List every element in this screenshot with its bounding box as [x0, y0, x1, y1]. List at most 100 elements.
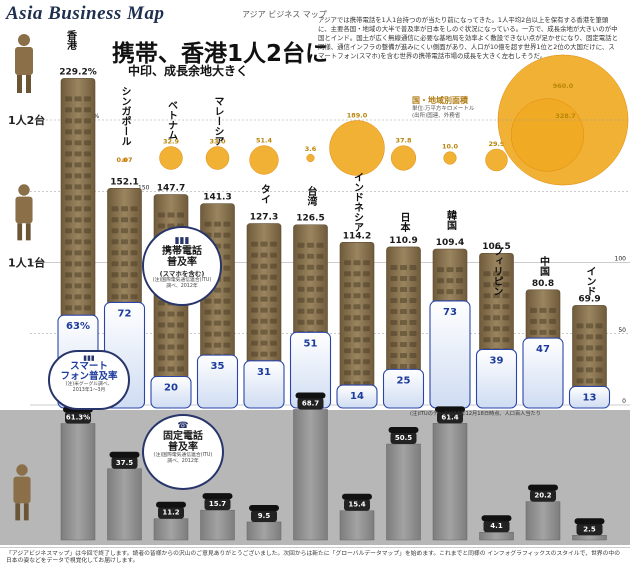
smartphone-value-label: 47 — [536, 344, 550, 355]
keypad-key — [493, 271, 500, 277]
keypad-key — [111, 261, 119, 267]
fixed-value-label: 4.1 — [490, 522, 503, 530]
smartphone-bars: 63% 72 20 35 31 51 14 25 73 39 47 13 — [57, 300, 611, 409]
keypad-key — [549, 318, 556, 324]
keypad-key — [84, 239, 91, 245]
signal-icon: ▮▮▮ — [174, 236, 190, 246]
smartphone-bar — [150, 375, 192, 409]
keypad-key — [409, 297, 417, 303]
keypad-key — [223, 221, 231, 227]
mobile-bar — [339, 241, 375, 406]
keypad-key — [177, 322, 184, 328]
keypad-key — [84, 140, 91, 146]
keypad-key — [493, 293, 500, 299]
keypad-key — [74, 162, 82, 168]
keypad-key — [316, 319, 324, 325]
country-label: 台湾 — [305, 185, 317, 207]
keypad-key — [297, 297, 305, 303]
keypad-key — [158, 355, 165, 361]
page-title: 携帯、香港1人2台に — [112, 41, 329, 67]
mobile-value-label: 109.4 — [436, 238, 464, 248]
smartphone-bar — [243, 360, 285, 409]
landline-handset — [202, 493, 233, 500]
keypad-key — [353, 348, 361, 354]
keypad-key — [316, 264, 324, 270]
brand-logo: Asia Business Map — [6, 3, 165, 24]
keypad-key — [576, 367, 584, 373]
keypad-key — [297, 253, 305, 259]
keypad-key — [353, 370, 361, 376]
keypad-key — [363, 304, 370, 310]
keypad-key — [353, 315, 361, 321]
keypad-key — [400, 308, 407, 314]
keypad-key — [130, 261, 138, 267]
keypad-key — [130, 283, 138, 289]
footer-note: 「アジアビジネスマップ」は今回で終了します。読者の皆様からの沢山のご意見ありがと… — [0, 547, 630, 566]
keypad-key — [586, 323, 593, 329]
keypad-key — [493, 315, 500, 321]
keypad-key — [586, 334, 593, 340]
country-label: 中国 — [538, 255, 550, 277]
keypad-key — [353, 260, 361, 266]
area-bubble — [485, 148, 508, 172]
keypad-key — [167, 311, 175, 317]
keypad-key — [363, 282, 370, 288]
area-legend-title: 国・地域別面積 — [412, 96, 468, 105]
keypad-key — [65, 305, 72, 311]
keypad-key — [260, 351, 268, 357]
smartphone-legend-note: (注)米グーグル調べ、 2013年1〜3月 — [65, 382, 113, 393]
area-bubble — [390, 145, 417, 171]
fixed-bar — [107, 468, 142, 541]
keypad-key — [400, 319, 407, 325]
keypad-key — [539, 329, 547, 335]
keypad-key — [260, 252, 268, 258]
country-label: マレーシア — [212, 96, 224, 146]
keypad-key — [84, 129, 91, 135]
keypad-key — [260, 329, 268, 335]
keypad-key — [74, 129, 82, 135]
fixed-bar — [339, 510, 375, 541]
area-bubble — [306, 153, 315, 163]
fixed-bar — [246, 521, 282, 541]
keypad-key — [251, 241, 258, 247]
mobile-bar-body — [339, 241, 375, 406]
keypad-key — [483, 304, 491, 310]
keypad-key — [121, 283, 128, 289]
keypad-key — [167, 333, 175, 339]
fixed-value-label: 15.4 — [348, 501, 365, 509]
keypad-key — [167, 344, 175, 350]
keypad-key — [409, 352, 417, 358]
keypad-key — [65, 217, 72, 223]
keypad-key — [390, 319, 398, 325]
keypad-key — [390, 275, 398, 281]
keypad-key — [493, 337, 500, 343]
keypad-key — [130, 206, 138, 212]
keypad-key — [576, 356, 584, 362]
landline-handset — [388, 427, 419, 434]
person-body — [15, 47, 33, 75]
keypad-key — [223, 342, 231, 348]
keypad-key — [437, 278, 444, 284]
keypad-key — [167, 322, 175, 328]
keypad-key — [130, 294, 138, 300]
keypad-key — [111, 217, 119, 223]
keypad-key — [400, 352, 407, 358]
keypad-key — [363, 326, 370, 332]
keypad-key — [363, 359, 370, 365]
keypad-key — [344, 304, 351, 310]
keypad-key — [65, 107, 72, 113]
landline-phone-icon — [111, 456, 138, 469]
person-leg — [17, 75, 22, 93]
source-note: (注)ITUのデータは13年12月18日時点、人口百人当たり — [410, 411, 541, 417]
area-value-label: 33.0 — [209, 138, 226, 146]
keypad-key — [363, 293, 370, 299]
keypad-key — [400, 341, 407, 347]
keypad-key — [483, 326, 491, 332]
keypad-key — [74, 151, 82, 157]
keypad-key — [65, 206, 72, 212]
keypad-key — [84, 261, 91, 267]
keypad-key — [307, 264, 314, 270]
keypad-key — [270, 351, 277, 357]
keypad-key — [177, 344, 184, 350]
